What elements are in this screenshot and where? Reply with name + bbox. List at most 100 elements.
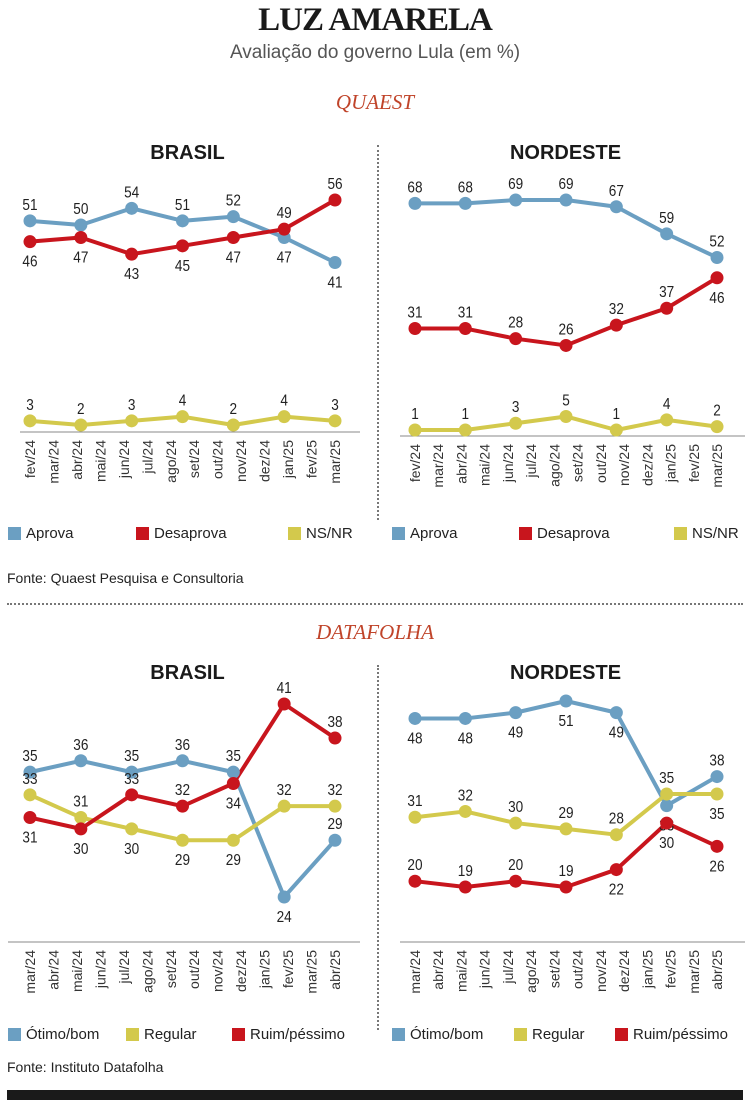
legend-label: Desaprova	[537, 525, 610, 542]
x-tick-label: abr/24	[453, 444, 469, 484]
legend-label: Desaprova	[154, 525, 227, 542]
data-point	[609, 318, 623, 332]
data-label: 30	[73, 841, 88, 858]
legend-item: Regular	[514, 1026, 585, 1043]
data-point	[226, 210, 240, 224]
data-label: 43	[124, 266, 139, 283]
data-label: 31	[407, 793, 422, 810]
x-tick-label: jun/24	[116, 440, 132, 479]
data-label: 3	[26, 397, 34, 414]
x-tick-label: mar/24	[45, 440, 61, 484]
data-point	[559, 694, 573, 708]
data-label: 68	[407, 179, 422, 196]
data-point	[23, 811, 37, 825]
data-label: 26	[709, 858, 724, 875]
legend-label: NS/NR	[692, 525, 739, 542]
legend-swatch	[615, 1028, 628, 1041]
data-point	[125, 822, 139, 836]
source-datafolha: Fonte: Instituto Datafolha	[7, 1059, 164, 1075]
data-point	[277, 890, 291, 904]
legend-swatch	[519, 527, 532, 540]
data-point	[660, 413, 674, 427]
data-point	[23, 414, 37, 428]
data-label: 4	[663, 396, 671, 413]
x-tick-label: mar/24	[430, 444, 446, 488]
legend-item: Ótimo/bom	[8, 1026, 99, 1043]
data-point	[226, 833, 240, 847]
x-tick-label: mai/24	[92, 440, 108, 482]
data-point	[277, 410, 291, 424]
legend-swatch	[126, 1028, 139, 1041]
section-title-datafolha: DATAFOLHA	[316, 620, 434, 644]
legend-label: NS/NR	[306, 525, 353, 542]
data-label: 32	[609, 301, 624, 318]
data-label: 32	[327, 782, 342, 799]
data-label: 34	[226, 796, 241, 813]
chart-title-quaest-nordeste: NORDESTE	[509, 142, 622, 164]
x-tick-label: jun/24	[92, 950, 108, 989]
data-point	[125, 788, 139, 802]
legend-swatch	[392, 527, 405, 540]
data-point	[408, 711, 422, 725]
legend-item: NS/NR	[674, 525, 739, 542]
x-tick-label: mar/25	[709, 444, 725, 488]
data-point	[609, 706, 623, 720]
x-tick-label: jun/24	[477, 950, 493, 989]
data-label: 1	[411, 406, 419, 423]
page-title: LUZ AMARELA	[258, 2, 493, 38]
data-point	[328, 799, 342, 813]
data-point	[408, 423, 422, 437]
legend-swatch	[232, 1028, 245, 1041]
data-point	[23, 788, 37, 802]
chart-title-quaest-brasil: BRASIL	[150, 142, 225, 164]
x-tick-label: mai/24	[69, 950, 85, 992]
data-label: 4	[280, 393, 288, 410]
data-label: 52	[226, 193, 241, 210]
data-point	[277, 222, 291, 236]
data-label: 45	[175, 258, 190, 275]
x-tick-label: out/24	[186, 950, 202, 989]
data-point	[458, 322, 472, 336]
data-label: 22	[609, 882, 624, 899]
footer-bar	[7, 1090, 743, 1100]
data-label: 36	[73, 737, 88, 754]
data-label: 19	[458, 863, 473, 880]
data-point	[176, 214, 189, 228]
data-point	[328, 414, 342, 428]
x-tick-label: jan/25	[639, 950, 655, 989]
data-label: 28	[508, 315, 523, 332]
data-label: 33	[124, 771, 139, 788]
x-tick-label: ago/24	[139, 950, 155, 993]
x-tick-label: out/24	[593, 444, 609, 483]
data-point	[509, 706, 523, 720]
data-label: 32	[277, 782, 292, 799]
x-tick-label: set/24	[570, 444, 586, 482]
data-point	[660, 799, 674, 813]
data-label: 2	[230, 401, 238, 418]
data-label: 32	[175, 782, 190, 799]
data-point	[74, 231, 88, 244]
data-point	[458, 711, 472, 725]
data-label: 29	[558, 805, 573, 822]
data-point	[660, 227, 674, 241]
data-label: 35	[124, 748, 139, 765]
data-point	[458, 880, 472, 894]
data-point	[710, 420, 724, 434]
data-point	[74, 418, 88, 432]
data-label: 30	[659, 835, 674, 852]
data-point	[328, 256, 342, 269]
x-tick-label: nov/24	[210, 950, 226, 992]
data-label: 59	[659, 210, 674, 227]
data-label: 67	[609, 183, 624, 200]
data-point	[609, 828, 623, 842]
data-label: 49	[508, 725, 523, 742]
data-point	[710, 271, 724, 285]
data-label: 29	[175, 852, 190, 869]
data-point	[559, 338, 573, 352]
data-label: 47	[277, 250, 292, 267]
data-point	[559, 409, 573, 423]
data-label: 35	[22, 748, 37, 765]
data-label: 41	[327, 275, 342, 292]
data-label: 68	[458, 179, 473, 196]
x-tick-label: fev/25	[663, 950, 679, 988]
